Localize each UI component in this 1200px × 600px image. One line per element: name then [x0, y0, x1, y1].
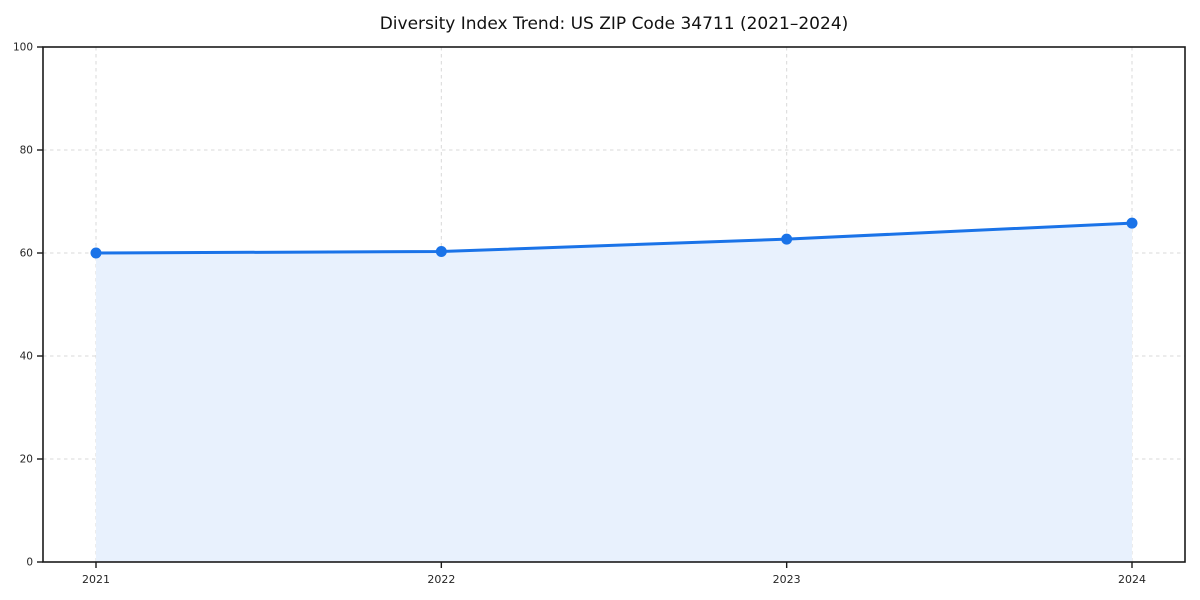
y-tick-label: 80	[20, 145, 33, 157]
data-point	[1126, 217, 1138, 229]
x-tick-label: 2024	[1118, 573, 1146, 586]
data-point	[435, 245, 447, 257]
x-tick-label: 2022	[427, 573, 455, 586]
y-tick-label: 20	[20, 454, 33, 466]
plot-frame	[42, 46, 1186, 563]
axis-tick-labels: 0 20 40 60 80 100 2021 2022 2023 2024	[13, 42, 1146, 587]
area-fill	[96, 223, 1132, 562]
data-point	[781, 233, 793, 245]
x-tick-label: 2023	[773, 573, 801, 586]
y-tick-label: 40	[20, 351, 33, 363]
data-point-markers	[90, 217, 1138, 259]
data-point	[90, 247, 102, 259]
x-tick-label: 2021	[82, 573, 110, 586]
trend-line	[94, 221, 1134, 255]
axis-ticks	[37, 46, 1133, 568]
y-tick-label: 60	[20, 248, 33, 260]
y-tick-label: 100	[13, 42, 33, 54]
y-tick-label: 0	[26, 557, 33, 569]
chart-title: Diversity Index Trend: US ZIP Code 34711…	[379, 14, 849, 34]
